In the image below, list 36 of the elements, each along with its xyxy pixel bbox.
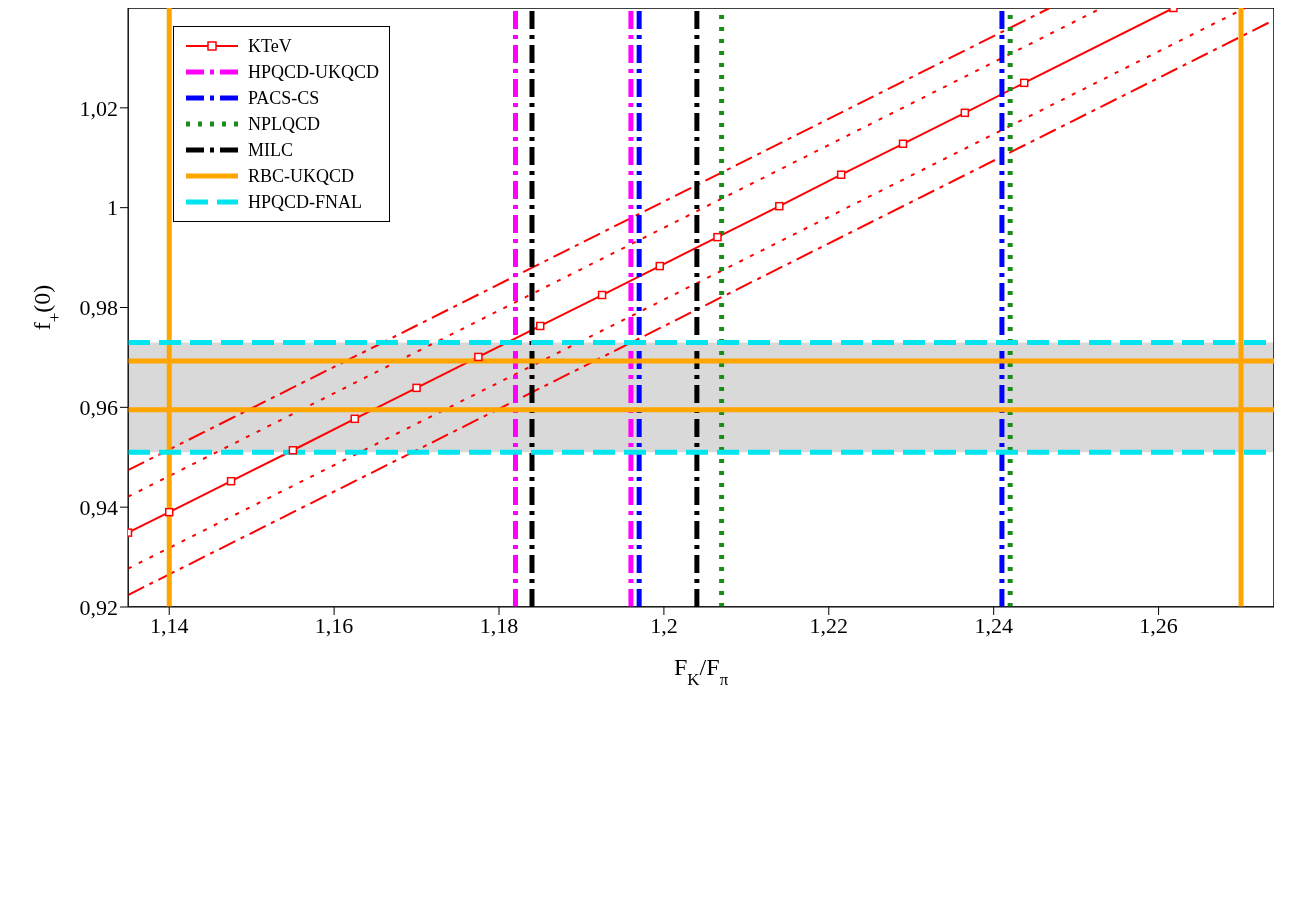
- legend-label: KTeV: [248, 35, 292, 57]
- point: [655, 261, 665, 271]
- point: [164, 507, 174, 517]
- legend-label: NPLQCD: [248, 113, 321, 135]
- x-tick-label: 1,22: [809, 612, 849, 638]
- point: [898, 139, 908, 149]
- point: [960, 108, 970, 118]
- legend-label: RBC-UKQCD: [248, 165, 355, 187]
- point: [350, 414, 359, 424]
- legend-label: HPQCD-FNAL: [248, 191, 363, 213]
- y-tick-label: 0,92: [79, 594, 118, 620]
- point: [288, 446, 298, 455]
- x-tick-label: 1,16: [314, 612, 354, 638]
- x-tick-label: 1,26: [1139, 612, 1178, 638]
- point: [474, 352, 483, 362]
- x-tick-label: 1,14: [149, 612, 189, 638]
- y-tick-label: 0,98: [79, 295, 118, 321]
- legend-label: HPQCD-UKQCD: [248, 61, 380, 83]
- point: [1019, 78, 1029, 88]
- point: [597, 290, 607, 300]
- point: [226, 476, 236, 486]
- point: [713, 232, 722, 242]
- y-tick-label: 1,02: [79, 95, 118, 121]
- point: [412, 383, 421, 393]
- x-tick-label: 1,18: [479, 612, 519, 638]
- y-tick-label: 1: [107, 195, 118, 221]
- x-tick-label: 1,24: [974, 612, 1013, 638]
- y-tick-label: 0,94: [79, 494, 118, 520]
- point: [535, 321, 545, 331]
- point: [775, 201, 784, 211]
- point: [836, 170, 846, 179]
- y-tick-label: 0,96: [79, 395, 118, 421]
- x-axis-title: F$_{K}$/F$_{π}$: [673, 654, 729, 689]
- legend-label: PACS-CS: [248, 87, 320, 109]
- legend-label: MILC: [248, 139, 293, 161]
- x-tick-label: 1,2: [650, 612, 678, 638]
